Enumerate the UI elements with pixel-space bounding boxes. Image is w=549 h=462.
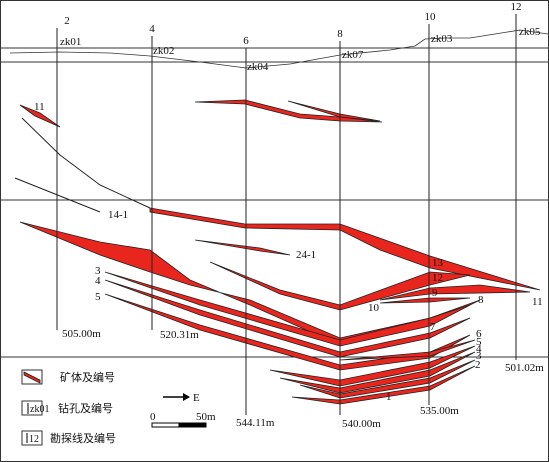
depth-label: 540.00m [342, 418, 381, 430]
depth-label: 535.00m [420, 405, 459, 417]
scale-end: 50m [196, 411, 216, 423]
ore-label: 4 [95, 275, 101, 287]
depth-label: 501.02m [505, 362, 544, 374]
drill-hole-label: zk07 [342, 49, 364, 61]
ore-label: 7 [430, 321, 436, 333]
drill-hole-label: zk03 [431, 33, 453, 45]
exploration-line-label: 8 [337, 28, 343, 40]
legend-line-sample: 12 [29, 434, 39, 445]
ore-label: 24-1 [296, 249, 316, 261]
ore-label: 12 [432, 272, 443, 284]
exploration-line-label: 12 [511, 1, 522, 13]
drill-hole-label: zk02 [153, 45, 174, 57]
ore-label: 9 [432, 287, 438, 299]
ore-bodies [14, 99, 541, 405]
ore-label: 14-1 [108, 209, 128, 221]
ore-label: 3 [476, 350, 482, 362]
ore-label: 6 [476, 328, 482, 340]
direction: E [193, 392, 200, 404]
ore-label: 3 [95, 265, 101, 277]
legend-line: 勘探线及编号 [50, 431, 116, 445]
ore-label: 1 [386, 391, 392, 403]
legend-ore: 矿体及编号 [60, 370, 115, 384]
ore-label: 13 [432, 257, 444, 269]
grid [0, 47, 549, 358]
depth-label: 544.11m [236, 417, 275, 429]
exploration-line-label: 2 [64, 15, 70, 27]
exploration-line-label: 10 [425, 11, 437, 23]
scale-start: 0 [150, 411, 156, 423]
ore-label: 10 [368, 302, 380, 314]
drill-hole-label: zk05 [519, 26, 541, 38]
legend: 矿体及编号 zk01 钻孔及编号 12 勘探线及编号 E 0 50m [21, 369, 216, 446]
ore-label: 5 [476, 336, 482, 348]
drill-hole-label: zk04 [247, 61, 269, 73]
ore-label: 5 [95, 291, 101, 303]
depth-label: 505.00m [62, 328, 101, 340]
exploration-line-label: 4 [149, 23, 155, 35]
ore-label: 2 [475, 359, 481, 371]
legend-hole: 钻孔及编号 [58, 401, 113, 415]
drill-hole-label: zk01 [60, 36, 81, 48]
legend-hole-sample: zk01 [30, 404, 49, 415]
depth-label: 520.31m [160, 329, 199, 341]
ore-label: 4 [476, 343, 482, 355]
ore-label: 11 [34, 101, 45, 113]
ore-label: 8 [478, 294, 484, 306]
ore-label: 11 [532, 296, 543, 308]
terrain [9, 29, 549, 69]
exploration-line-label: 6 [243, 35, 249, 47]
